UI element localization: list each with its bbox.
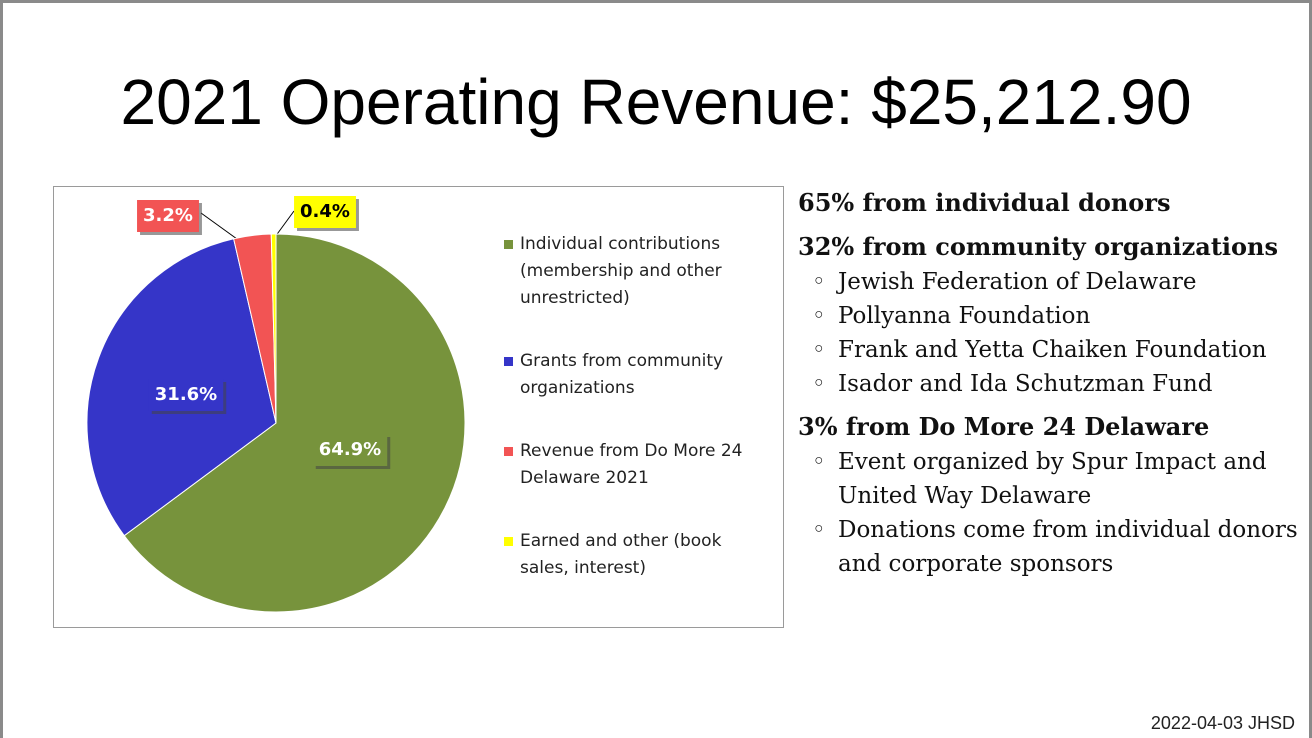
footer: 2022-04-03 JHSD (1150, 713, 1295, 733)
note-heading: 3% from Do More 24 Delaware (798, 412, 1210, 441)
bullet-item: Pollyanna Foundation (798, 299, 1308, 333)
data-label: 64.9% (319, 439, 381, 460)
pie-chart: 64.9% 31.6% 3.2% 0.4% (86, 196, 466, 613)
legend-swatch (504, 240, 513, 249)
legend-label: Revenue from Do More 24 Delaware 2021 (520, 441, 743, 488)
legend-label: Individual contributions (membership and… (520, 234, 722, 308)
legend-entry: Grants from community organizations (504, 348, 774, 402)
legend-swatch (504, 447, 513, 456)
note-section: 32% from community organizations Jewish F… (798, 229, 1308, 401)
legend-label: Earned and other (book sales, interest) (520, 531, 722, 578)
legend-entry: Revenue from Do More 24 Delaware 2021 (504, 438, 774, 492)
legend-swatch (504, 357, 513, 366)
data-label: 0.4% (300, 201, 350, 222)
data-label-box (312, 434, 388, 466)
data-label-box (294, 196, 356, 228)
note-heading: 65% from individual donors (798, 188, 1171, 217)
bullet-item: Event organized by Spur Impact and Unite… (798, 445, 1308, 513)
data-label: 31.6% (155, 384, 217, 405)
legend-entry: Individual contributions (membership and… (504, 231, 774, 312)
bullet-item: Isador and Ida Schutzman Fund (798, 367, 1308, 401)
notes: 65% from individual donors 32% from commu… (798, 185, 1308, 589)
pie-slice (123, 233, 466, 613)
bullet-item: Frank and Yetta Chaiken Foundation (798, 333, 1308, 367)
bullet-item: Donations come from individual donors an… (798, 513, 1308, 581)
legend: Individual contributions (membership and… (504, 231, 774, 618)
pie-slice (270, 233, 277, 424)
data-label-box (137, 200, 199, 232)
data-label: 3.2% (143, 205, 193, 226)
legend-entry: Earned and other (book sales, interest) (504, 528, 774, 582)
bullet-list: Jewish Federation of DelawarePollyanna F… (798, 265, 1308, 401)
legend-swatch (504, 537, 513, 546)
note-section: 3% from Do More 24 Delaware Event organiz… (798, 409, 1308, 581)
chart: 64.9% 31.6% 3.2% 0.4% Individual contributi… (53, 186, 784, 628)
bullet-list: Event organized by Spur Impact and Unite… (798, 445, 1308, 581)
leader-line (274, 210, 295, 238)
leader-line (200, 212, 238, 240)
note-heading: 32% from community organizations (798, 232, 1278, 261)
data-label-box (148, 379, 224, 411)
note-section: 65% from individual donors (798, 185, 1308, 221)
legend-label: Grants from community organizations (520, 351, 724, 398)
slide-title: 2021 Operating Revenue: $25,212.90 (120, 66, 1192, 138)
bullet-item: Jewish Federation of Delaware (798, 265, 1308, 299)
